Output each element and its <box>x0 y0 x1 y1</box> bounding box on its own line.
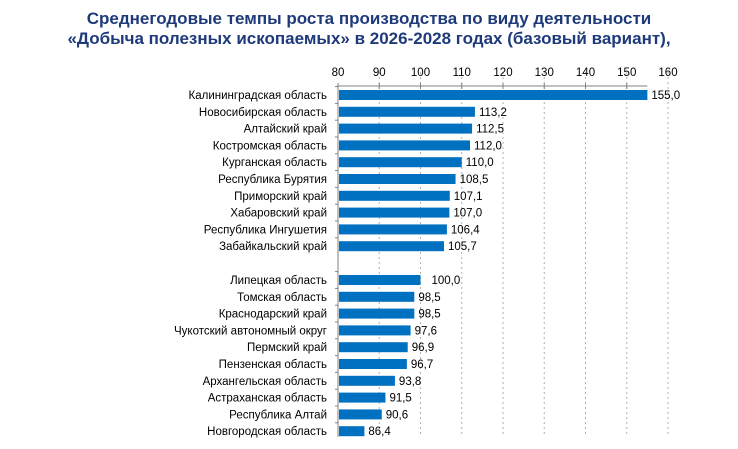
category-label: Приморский край <box>234 191 327 203</box>
x-tick-label: 80 <box>332 67 345 79</box>
bar <box>339 241 445 252</box>
bar <box>339 123 473 134</box>
category-label: Республика Бурятия <box>218 174 327 186</box>
data-label: 112,0 <box>474 140 502 152</box>
data-label: 108,5 <box>460 174 489 186</box>
data-label: 106,4 <box>451 224 480 236</box>
data-label: 91,5 <box>389 393 411 405</box>
bar <box>339 275 421 285</box>
data-label: 97,6 <box>415 325 437 337</box>
x-tick-label: 110 <box>453 67 471 79</box>
data-label: 155,0 <box>651 90 680 102</box>
category-label: Пермский край <box>247 342 327 354</box>
category-label: Краснодарский край <box>219 309 327 321</box>
bar <box>339 409 382 420</box>
bar <box>339 375 395 386</box>
bar <box>339 174 456 184</box>
data-label: 93,8 <box>399 376 421 388</box>
data-label: 110,0 <box>466 157 494 169</box>
data-label: 98,5 <box>418 292 440 304</box>
x-tick-label: 100 <box>411 67 430 79</box>
chart-title-line-1: Среднегодовые темпы роста производства п… <box>86 9 652 28</box>
category-label: Республика Ингушетия <box>204 224 327 236</box>
data-label: 98,5 <box>418 309 440 321</box>
data-label: 86,4 <box>368 426 391 438</box>
category-label: Новгородская область <box>207 426 327 438</box>
data-label: 96,7 <box>411 359 433 371</box>
bar <box>339 325 411 336</box>
chart-title-line-2: «Добыча полезных ископаемых» в 2026-2028… <box>67 29 671 48</box>
category-label: Пензенская область <box>219 359 327 371</box>
category-label: Забайкальский край <box>219 241 327 253</box>
category-label: Республика Алтай <box>229 409 327 421</box>
category-label: Астраханская область <box>208 393 327 405</box>
data-label: 113,2 <box>479 107 507 119</box>
data-label: 107,1 <box>454 191 483 203</box>
data-label: 90,6 <box>386 409 408 421</box>
bar <box>339 342 408 353</box>
category-label: Хабаровский край <box>230 208 327 220</box>
category-label: Липецкая область <box>230 275 327 287</box>
category-label: Курганская область <box>222 157 327 169</box>
data-label: 100,0 <box>432 275 461 287</box>
bar <box>339 392 386 403</box>
category-label: Калининградская область <box>189 90 327 102</box>
bar <box>339 157 462 168</box>
category-label: Костромская область <box>213 140 327 152</box>
x-tick-label: 90 <box>373 67 386 79</box>
bar <box>339 106 475 117</box>
bar <box>339 291 415 302</box>
bar <box>339 190 450 201</box>
x-tick-label: 120 <box>493 67 512 79</box>
x-tick-label: 140 <box>576 67 595 79</box>
bar <box>339 140 470 151</box>
data-label: 105,7 <box>448 241 477 253</box>
category-label: Томская область <box>237 292 327 304</box>
x-tick-label: 130 <box>535 67 554 79</box>
category-label: Чукотский автономный округ <box>174 325 327 337</box>
x-tick-label: 150 <box>617 67 636 79</box>
data-label: 107,0 <box>453 208 482 220</box>
data-label: 112,5 <box>476 124 504 136</box>
category-label: Алтайский край <box>244 124 327 136</box>
bar <box>339 359 407 369</box>
bar <box>339 207 450 218</box>
bar <box>339 308 415 319</box>
bar <box>339 90 648 100</box>
category-label: Новосибирская область <box>199 107 327 119</box>
category-label: Архангельская область <box>203 376 327 388</box>
data-label: 96,9 <box>412 342 434 354</box>
x-tick-label: 160 <box>658 67 677 79</box>
bar <box>339 224 447 235</box>
bar <box>339 426 365 437</box>
